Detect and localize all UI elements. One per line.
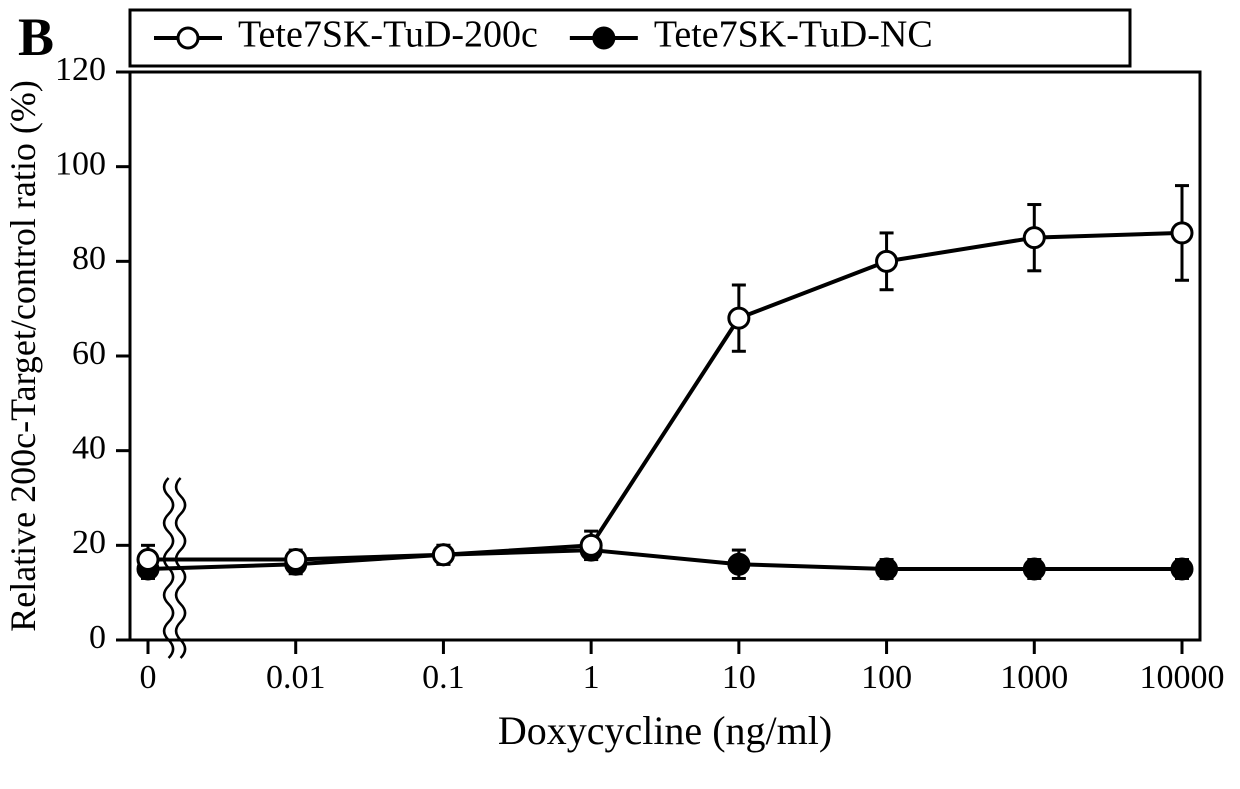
svg-text:Relative 200c-Target/control r: Relative 200c-Target/control ratio (%) <box>3 80 43 632</box>
svg-text:0.01: 0.01 <box>266 659 326 696</box>
svg-text:0: 0 <box>89 619 106 656</box>
svg-text:0: 0 <box>140 659 157 696</box>
legend-label: Tete7SK-TuD-NC <box>654 14 933 56</box>
svg-text:1: 1 <box>583 659 600 696</box>
svg-text:80: 80 <box>72 240 106 277</box>
svg-text:1000: 1000 <box>1000 659 1068 696</box>
panel-letter: B <box>18 6 54 68</box>
legend-label: Tete7SK-TuD-200c <box>238 14 538 56</box>
svg-text:20: 20 <box>72 524 106 561</box>
svg-text:10000: 10000 <box>1140 659 1225 696</box>
legend: Tete7SK-TuD-200c Tete7SK-TuD-NC <box>130 10 1130 66</box>
dose-response-chart: 0 20 40 60 80 100 120 0 0.01 0.1 1 10 100 1000 10000 Do… <box>0 0 1240 789</box>
svg-text:120: 120 <box>55 51 106 88</box>
svg-text:10: 10 <box>722 659 756 696</box>
svg-text:60: 60 <box>72 335 106 372</box>
svg-text:100: 100 <box>861 659 912 696</box>
svg-text:0.1: 0.1 <box>422 659 465 696</box>
svg-text:40: 40 <box>72 429 106 466</box>
svg-text:Doxycycline (ng/ml): Doxycycline (ng/ml) <box>498 708 832 753</box>
svg-text:100: 100 <box>55 145 106 182</box>
